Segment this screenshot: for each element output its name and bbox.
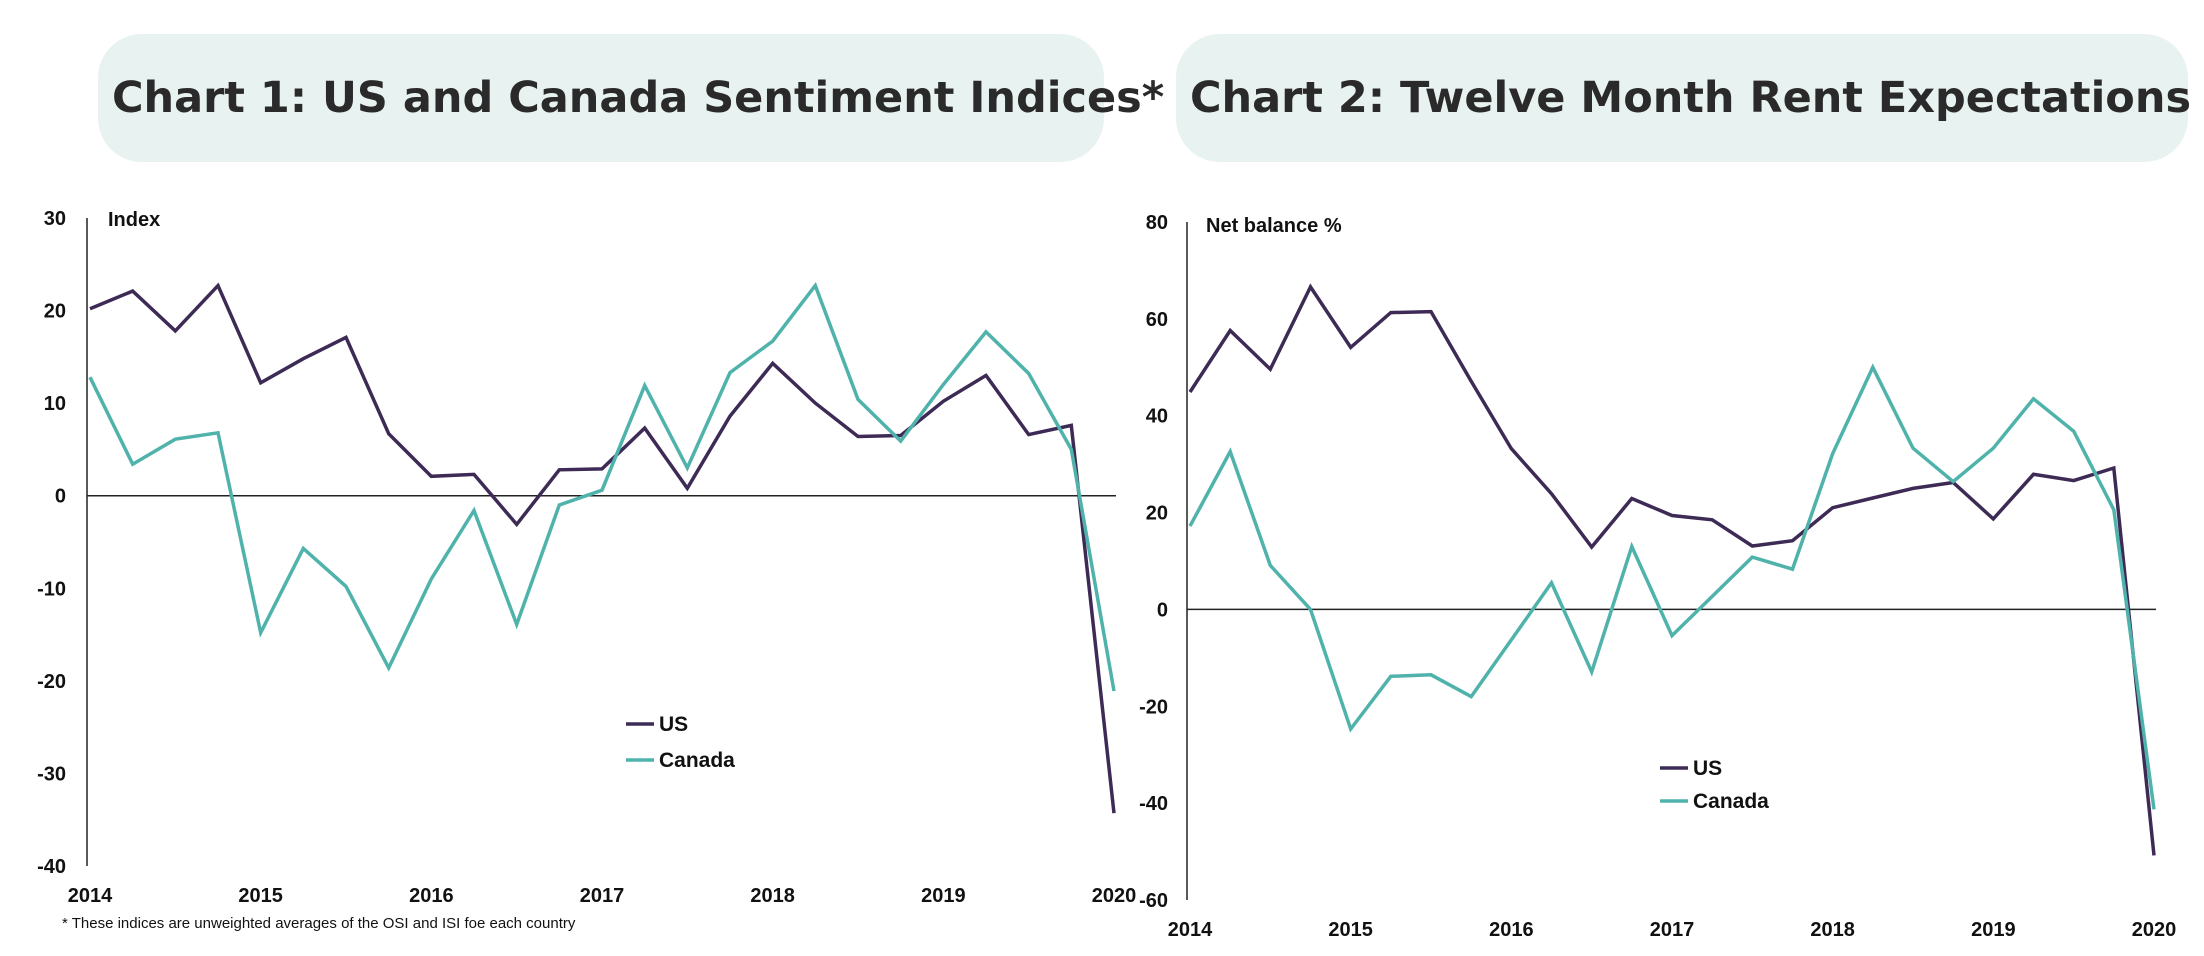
x-tick-label: 2015 xyxy=(1328,919,1373,941)
chart-1-panel: Chart 1: US and Canada Sentiment Indices… xyxy=(37,34,1164,932)
chart-2-title: Chart 2: Twelve Month Rent Expectations xyxy=(1190,73,2192,123)
legend-label-canada: Canada xyxy=(1693,790,1769,813)
y-tick-label: 10 xyxy=(44,393,66,415)
y-tick-label: -10 xyxy=(37,578,66,600)
chart-1-footnote: * These indices are unweighted averages … xyxy=(62,915,576,932)
series-line-us xyxy=(1188,283,2156,856)
chart-1-title-box: Chart 1: US and Canada Sentiment Indices… xyxy=(98,34,1164,162)
x-tick-label: 2014 xyxy=(1168,919,1213,941)
x-tick-label: 2016 xyxy=(409,885,454,907)
chart-2-panel: Chart 2: Twelve Month Rent Expectations … xyxy=(1139,0,2204,956)
x-tick-label: 2015 xyxy=(238,885,283,907)
y-tick-label: -20 xyxy=(1139,696,1168,718)
y-tick-label: 0 xyxy=(1157,599,1168,621)
legend-label-canada: Canada xyxy=(659,749,735,772)
y-tick-label: -60 xyxy=(1139,890,1168,912)
y-tick-label: 40 xyxy=(1146,406,1168,428)
x-tick-label: 2019 xyxy=(1971,919,2016,941)
y-tick-label: -40 xyxy=(1139,793,1168,815)
y-tick-label: 60 xyxy=(1146,309,1168,331)
chart-2-title-box: Chart 2: Twelve Month Rent Expectations xyxy=(1176,34,2192,162)
x-tick-label: 2017 xyxy=(1650,919,1695,941)
legend-label-us: US xyxy=(659,713,688,736)
series-line-canada xyxy=(1188,363,2156,810)
x-tick-label: 2020 xyxy=(2132,919,2177,941)
y-unit-label: Index xyxy=(108,209,160,231)
y-tick-label: 20 xyxy=(44,301,66,323)
x-tick-label: 2016 xyxy=(1489,919,1534,941)
y-tick-label: -20 xyxy=(37,671,66,693)
y-tick-label: 20 xyxy=(1146,503,1168,525)
y-tick-label: 30 xyxy=(44,208,66,230)
x-tick-label: 2019 xyxy=(921,885,966,907)
legend-label-us: US xyxy=(1693,757,1722,780)
x-tick-label: 2018 xyxy=(750,885,795,907)
y-tick-label: 80 xyxy=(1146,212,1168,234)
y-tick-label: -30 xyxy=(37,763,66,785)
x-tick-label: 2014 xyxy=(68,885,113,907)
series-line-canada xyxy=(88,282,1116,692)
x-tick-label: 2020 xyxy=(1092,885,1137,907)
y-tick-label: 0 xyxy=(55,486,66,508)
y-tick-label: -40 xyxy=(37,856,66,878)
x-tick-label: 2017 xyxy=(580,885,625,907)
x-tick-label: 2018 xyxy=(1810,919,1855,941)
y-unit-label: Net balance % xyxy=(1206,215,1342,237)
chart-1-title: Chart 1: US and Canada Sentiment Indices… xyxy=(112,73,1165,123)
series-line-us xyxy=(89,282,1116,814)
